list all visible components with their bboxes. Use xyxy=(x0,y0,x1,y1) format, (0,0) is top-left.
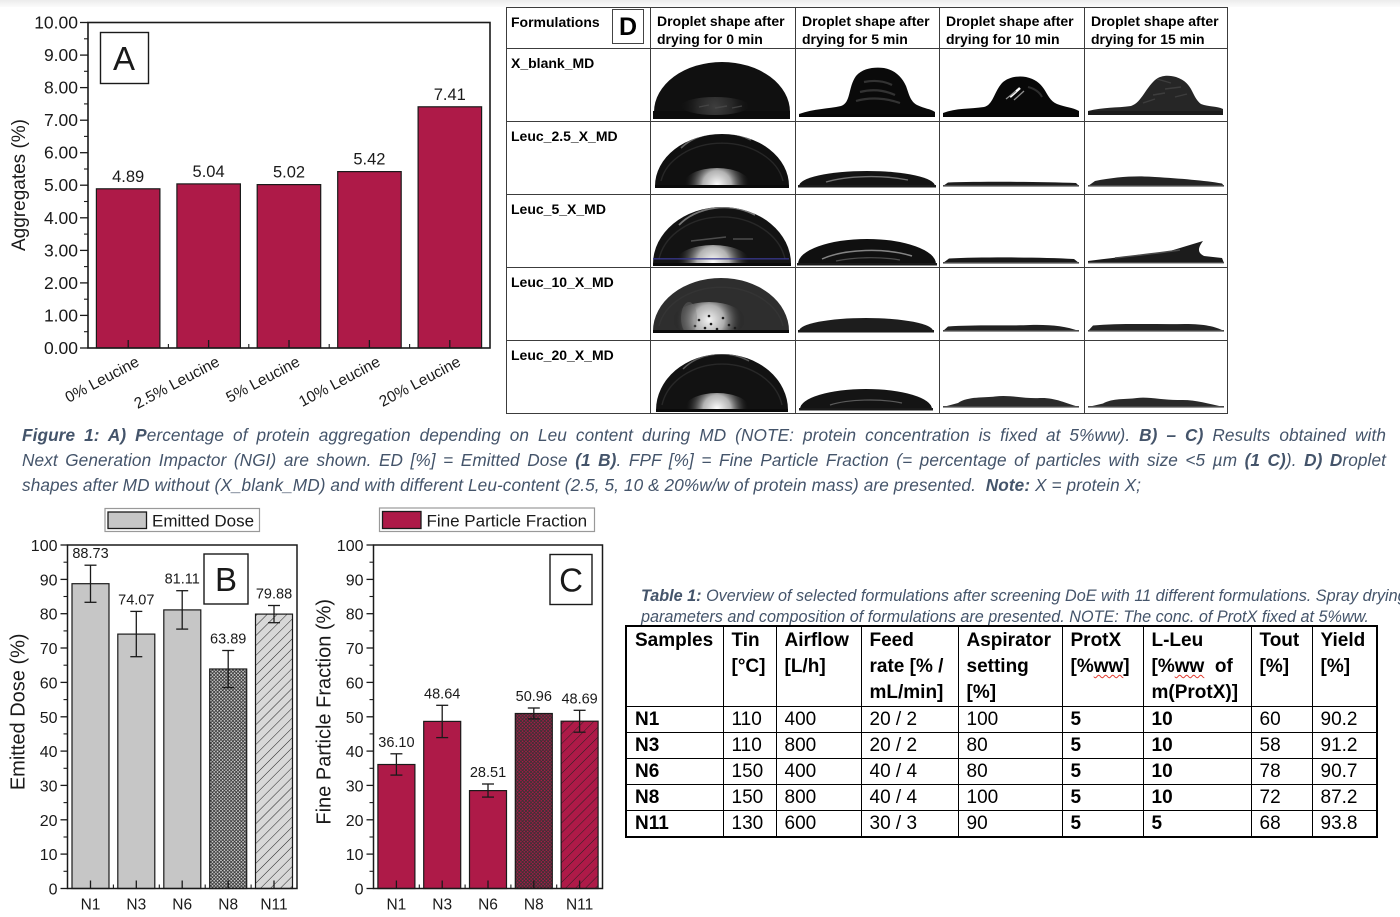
svg-text:70: 70 xyxy=(346,641,364,658)
svg-text:N3: N3 xyxy=(432,897,452,914)
svg-text:2.5% Leucine: 2.5% Leucine xyxy=(132,354,223,413)
svg-text:4.00: 4.00 xyxy=(44,208,78,228)
svg-text:3.00: 3.00 xyxy=(44,240,78,260)
svg-text:80: 80 xyxy=(40,607,58,624)
svg-text:N3: N3 xyxy=(126,897,146,914)
svg-text:Emitted Dose (%): Emitted Dose (%) xyxy=(8,633,30,790)
svg-text:5.42: 5.42 xyxy=(353,151,385,169)
svg-text:30: 30 xyxy=(346,778,364,795)
svg-text:2.00: 2.00 xyxy=(44,273,78,293)
svg-text:N11: N11 xyxy=(260,897,287,914)
svg-text:5.02: 5.02 xyxy=(273,164,305,182)
svg-text:N1: N1 xyxy=(386,897,406,914)
svg-text:0% Leucine: 0% Leucine xyxy=(63,354,143,407)
svg-text:74.07: 74.07 xyxy=(118,592,154,608)
svg-text:B: B xyxy=(215,561,237,598)
svg-text:0.00: 0.00 xyxy=(44,338,78,358)
svg-text:N11: N11 xyxy=(566,897,593,914)
svg-text:Fine Particle Fraction: Fine Particle Fraction xyxy=(427,511,588,530)
svg-text:10: 10 xyxy=(40,847,58,864)
svg-text:70: 70 xyxy=(40,641,58,658)
svg-text:100: 100 xyxy=(337,538,364,555)
svg-text:36.10: 36.10 xyxy=(378,735,414,751)
svg-text:81.11: 81.11 xyxy=(165,572,200,588)
svg-text:60: 60 xyxy=(346,675,364,692)
svg-text:Aggregates (%): Aggregates (%) xyxy=(9,119,30,251)
svg-text:5.04: 5.04 xyxy=(193,163,225,181)
svg-text:5% Leucine: 5% Leucine xyxy=(223,354,303,407)
svg-text:30: 30 xyxy=(40,778,58,795)
svg-text:20: 20 xyxy=(40,813,58,830)
svg-text:79.88: 79.88 xyxy=(256,587,292,603)
svg-text:N8: N8 xyxy=(524,897,544,914)
svg-text:90: 90 xyxy=(346,572,364,589)
svg-text:7.00: 7.00 xyxy=(44,110,78,130)
svg-text:N6: N6 xyxy=(478,897,498,914)
svg-text:90: 90 xyxy=(40,572,58,589)
svg-text:Emitted Dose: Emitted Dose xyxy=(152,511,254,530)
svg-text:8.00: 8.00 xyxy=(44,78,78,98)
svg-text:7.41: 7.41 xyxy=(434,86,466,104)
svg-text:Fine Particle Fraction (%): Fine Particle Fraction (%) xyxy=(314,599,336,825)
svg-text:40: 40 xyxy=(346,744,364,761)
svg-text:50.96: 50.96 xyxy=(516,689,552,705)
svg-text:N8: N8 xyxy=(218,897,238,914)
svg-text:60: 60 xyxy=(40,675,58,692)
svg-text:48.69: 48.69 xyxy=(561,691,597,707)
svg-text:50: 50 xyxy=(40,710,58,727)
svg-text:20: 20 xyxy=(346,813,364,830)
svg-text:10% Leucine: 10% Leucine xyxy=(296,354,383,411)
svg-text:0: 0 xyxy=(355,882,364,899)
svg-text:100: 100 xyxy=(31,538,58,555)
svg-text:63.89: 63.89 xyxy=(210,632,246,648)
svg-text:1.00: 1.00 xyxy=(44,305,78,325)
svg-text:40: 40 xyxy=(40,744,58,761)
svg-text:28.51: 28.51 xyxy=(470,765,506,781)
svg-text:10.00: 10.00 xyxy=(34,13,78,33)
svg-text:A: A xyxy=(113,40,135,77)
svg-text:9.00: 9.00 xyxy=(44,45,78,65)
svg-text:0: 0 xyxy=(49,882,58,899)
svg-text:6.00: 6.00 xyxy=(44,143,78,163)
svg-text:50: 50 xyxy=(346,710,364,727)
svg-text:N1: N1 xyxy=(81,897,101,914)
svg-text:10: 10 xyxy=(346,847,364,864)
svg-text:C: C xyxy=(559,562,583,599)
svg-text:48.64: 48.64 xyxy=(424,686,460,702)
svg-text:20% Leucine: 20% Leucine xyxy=(377,354,464,411)
svg-text:N6: N6 xyxy=(172,897,192,914)
svg-text:80: 80 xyxy=(346,607,364,624)
svg-text:5.00: 5.00 xyxy=(44,175,78,195)
svg-text:4.89: 4.89 xyxy=(112,168,144,186)
svg-text:88.73: 88.73 xyxy=(72,546,108,562)
